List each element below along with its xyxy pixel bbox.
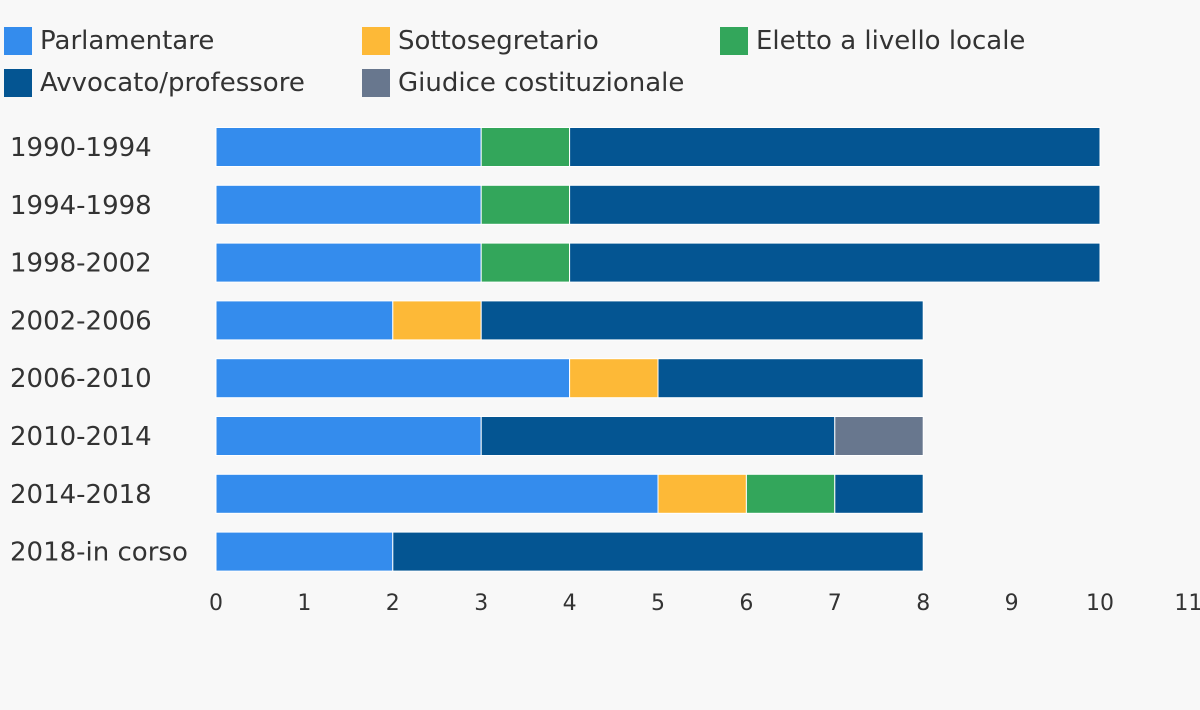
legend-swatch-avvocato-professore: [4, 69, 32, 97]
bar-segment-1990-1994-parlamentare: [215, 127, 482, 167]
bar-segment-2002-2006-avvocato-professore: [480, 300, 924, 341]
x-tick-label-1: 1: [297, 591, 311, 616]
bar-segment-1998-2002-eletto-a-livello-locale: [480, 242, 571, 283]
bar-segment-2006-2010-sottosegretario: [569, 358, 659, 399]
x-tick-label-8: 8: [916, 591, 930, 616]
tick-labels-group: 0 1 2 3 4 5 6 7 8 9 10 11: [209, 591, 1200, 616]
category-label-2006-2010: 2006-2010: [10, 364, 152, 394]
legend-label-avvocato-professore: Avvocato/professore: [40, 68, 305, 98]
legend-item-avvocato-professore: Avvocato/professore: [0, 68, 305, 98]
x-tick-label-2: 2: [386, 591, 400, 616]
bar-segment-2010-2014-giudice-costituzionale: [834, 416, 924, 456]
legend-label-eletto-locale: Eletto a livello locale: [756, 26, 1026, 56]
bar-segment-2014-2018-eletto-a-livello-locale: [745, 473, 836, 514]
bar-segment-2018-in-corso-parlamentare: [215, 531, 394, 572]
category-label-1998-2002: 1998-2002: [10, 249, 152, 279]
bar-segment-2014-2018-parlamentare: [215, 473, 659, 514]
legend-label-sottosegretario: Sottosegretario: [398, 26, 599, 56]
category-label-2010-2014: 2010-2014: [10, 422, 152, 452]
legend-item-eletto-locale: Eletto a livello locale: [716, 26, 1025, 56]
bar-segment-2010-2014-parlamentare: [215, 416, 482, 456]
category-label-2002-2006: 2002-2006: [10, 306, 152, 336]
bar-segment-1990-1994-avvocato-professore: [569, 127, 1101, 167]
bar-segment-2014-2018-avvocato-professore: [834, 473, 924, 514]
bar-segment-2014-2018-sottosegretario: [657, 473, 747, 514]
category-label-2014-2018: 2014-2018: [10, 480, 152, 510]
x-tick-label-6: 6: [739, 591, 753, 616]
bar-segment-1990-1994-eletto-a-livello-locale: [480, 127, 571, 167]
x-tick-label-5: 5: [651, 591, 665, 616]
bar-segment-2010-2014-avvocato-professore: [480, 416, 836, 456]
legend-item-parlamentare: Parlamentare: [0, 26, 214, 56]
legend-item-giudice-costituzionale: Giudice costituzionale: [358, 68, 684, 98]
bar-segment-2018-in-corso-avvocato-professore: [392, 531, 924, 572]
x-tick-label-4: 4: [563, 591, 577, 616]
legend-swatch-giudice-costituzionale: [362, 69, 390, 97]
category-label-2018-in-corso: 2018-in corso: [10, 538, 188, 568]
legend: Parlamentare Sottosegretario Eletto a li…: [0, 0, 1200, 110]
x-tick-label-10: 10: [1086, 591, 1114, 616]
legend-item-sottosegretario: Sottosegretario: [358, 26, 599, 56]
x-tick-label-11: 11: [1174, 591, 1200, 616]
x-tick-label-7: 7: [828, 591, 842, 616]
bar-segment-2002-2006-sottosegretario: [392, 300, 482, 341]
category-label-1994-1998: 1994-1998: [10, 191, 152, 221]
legend-swatch-eletto-locale: [720, 27, 748, 55]
bar-segment-1998-2002-parlamentare: [215, 242, 482, 283]
bars-group: [215, 127, 1101, 572]
category-labels-group: 1990-1994 1994-1998 1998-2002 2002-2006 2006…: [10, 133, 188, 568]
bar-segment-2002-2006-parlamentare: [215, 300, 394, 341]
bar-segment-1994-1998-eletto-a-livello-locale: [480, 184, 571, 225]
category-label-1990-1994: 1990-1994: [10, 133, 152, 163]
bar-segment-1998-2002-avvocato-professore: [569, 242, 1101, 283]
bar-segment-2006-2010-avvocato-professore: [657, 358, 924, 399]
legend-label-giudice-costituzionale: Giudice costituzionale: [398, 68, 685, 98]
legend-label-parlamentare: Parlamentare: [40, 26, 215, 56]
bar-segment-1994-1998-avvocato-professore: [569, 184, 1101, 225]
legend-swatch-sottosegretario: [362, 27, 390, 55]
legend-swatch-parlamentare: [4, 27, 32, 55]
x-tick-label-3: 3: [474, 591, 488, 616]
bar-segment-2006-2010-parlamentare: [215, 358, 571, 399]
bar-segment-1994-1998-parlamentare: [215, 184, 482, 225]
x-tick-label-0: 0: [209, 591, 223, 616]
x-tick-label-9: 9: [1005, 591, 1019, 616]
